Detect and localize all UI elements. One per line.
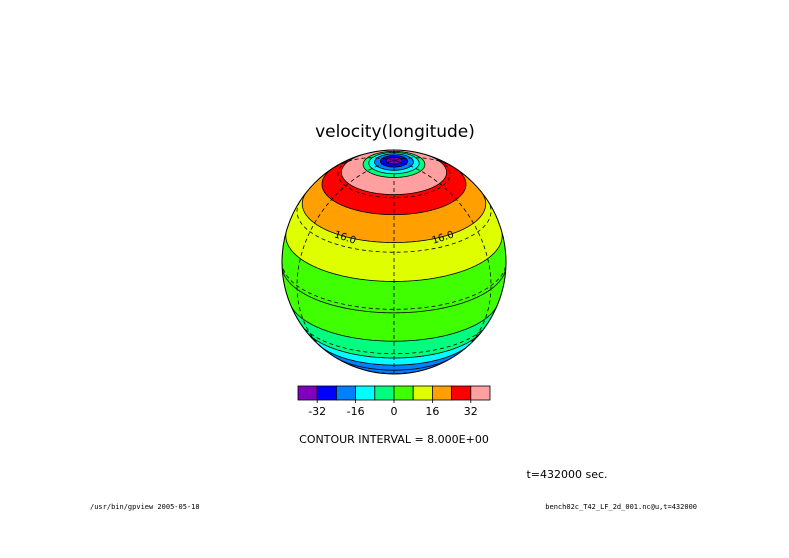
colorbar-swatch: [297, 385, 318, 401]
parallel--30: [300, 323, 488, 355]
time-label: t=432000 sec.: [526, 468, 607, 481]
colorbar-tick-label: -16: [347, 405, 365, 418]
meridian-60: [393, 160, 492, 352]
contour-interval: CONTOUR INTERVAL = 8.000E+00: [299, 433, 489, 446]
footer-left: /usr/bin/gpview 2005-05-18: [90, 503, 200, 511]
parallel-0: [282, 261, 506, 310]
colorbar: -32 -16 0 16 32: [297, 385, 491, 418]
colorbar-tick-label: 32: [464, 405, 478, 418]
colorbar-swatch: [412, 385, 433, 401]
meridian--60: [296, 160, 395, 352]
colorbar-tick-label: -32: [308, 405, 326, 418]
globe-outline: [281, 149, 507, 375]
chart-title: velocity(longitude): [315, 122, 475, 142]
colorbar-swatch: [316, 385, 337, 401]
colorbar-swatch: [374, 385, 395, 401]
colorbar-tick-label: 0: [391, 405, 398, 418]
colorbar-tick-label: 16: [425, 405, 439, 418]
colorbar-swatch: [431, 385, 452, 401]
colorbar-swatch: [393, 385, 414, 401]
colorbar-swatch: [335, 385, 356, 401]
colorbar-swatch: [470, 385, 491, 401]
parallel-60: [337, 155, 451, 199]
parallel-30: [296, 201, 492, 253]
footer-right: bench02c_T42_LF_2d_001.nc@u,t=432000: [545, 503, 697, 511]
colorbar-swatch: [355, 385, 376, 401]
colorbar-swatch: [451, 385, 472, 401]
globe-plot: 16.0 16.0: [281, 149, 507, 375]
